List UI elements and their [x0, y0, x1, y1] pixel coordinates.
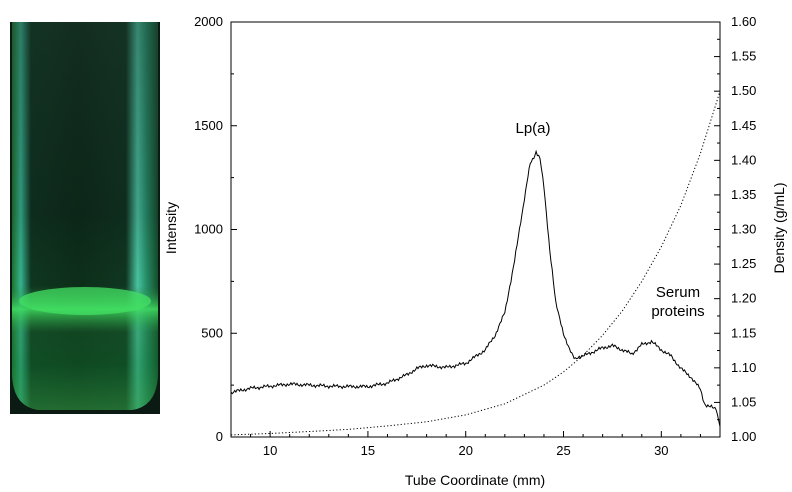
y2-tick-label: 1.10: [731, 360, 756, 375]
annotation-proteins: proteins: [651, 303, 704, 320]
y2-tick-label: 1.45: [731, 118, 756, 133]
plot-area: 10 15 20 25 30 0 500 1000 1500 2000 1.00 1.05 1.10 1.…: [194, 14, 756, 458]
x-tick-label: 15: [361, 443, 375, 458]
y2-tick-label: 1.40: [731, 152, 756, 167]
y2-tick-label: 1.00: [731, 429, 756, 444]
y-tick-label: 2000: [194, 14, 223, 29]
y-tick-label: 1000: [194, 222, 223, 237]
y2-tick-label: 1.55: [731, 49, 756, 64]
y-tick-label: 0: [216, 429, 223, 444]
y2-tick-label: 1.50: [731, 83, 756, 98]
lpa-band: [19, 287, 151, 315]
annotation-lpa: Lp(a): [515, 120, 550, 137]
y2-axis-title: Density (g/mL): [771, 182, 787, 273]
intensity-series-line: [230, 149, 721, 427]
y2-tick-label: 1.05: [731, 394, 756, 409]
y-tick-label: 500: [201, 325, 223, 340]
y2-tick-label: 1.25: [731, 256, 756, 271]
annotation-serum: Serum: [656, 284, 700, 301]
y2-tick-label: 1.35: [731, 187, 756, 202]
x-axis-title: Tube Coordinate (mm): [405, 472, 545, 488]
x-tick-label: 20: [458, 443, 472, 458]
tube-photo: [10, 22, 160, 414]
plot-frame: [230, 21, 721, 438]
x-tick-label: 30: [654, 443, 668, 458]
y2-tick-label: 1.15: [731, 325, 756, 340]
density-series-line: [230, 91, 721, 436]
y2-tick-label: 1.30: [731, 222, 756, 237]
y2-tick-label: 1.60: [731, 14, 756, 29]
x-tick-label: 25: [556, 443, 570, 458]
y-axis-title: Intensity: [163, 202, 179, 254]
y2-tick-label: 1.20: [731, 291, 756, 306]
x-tick-label: 10: [263, 443, 277, 458]
y-tick-label: 1500: [194, 118, 223, 133]
tube-overlay: [12, 22, 158, 410]
